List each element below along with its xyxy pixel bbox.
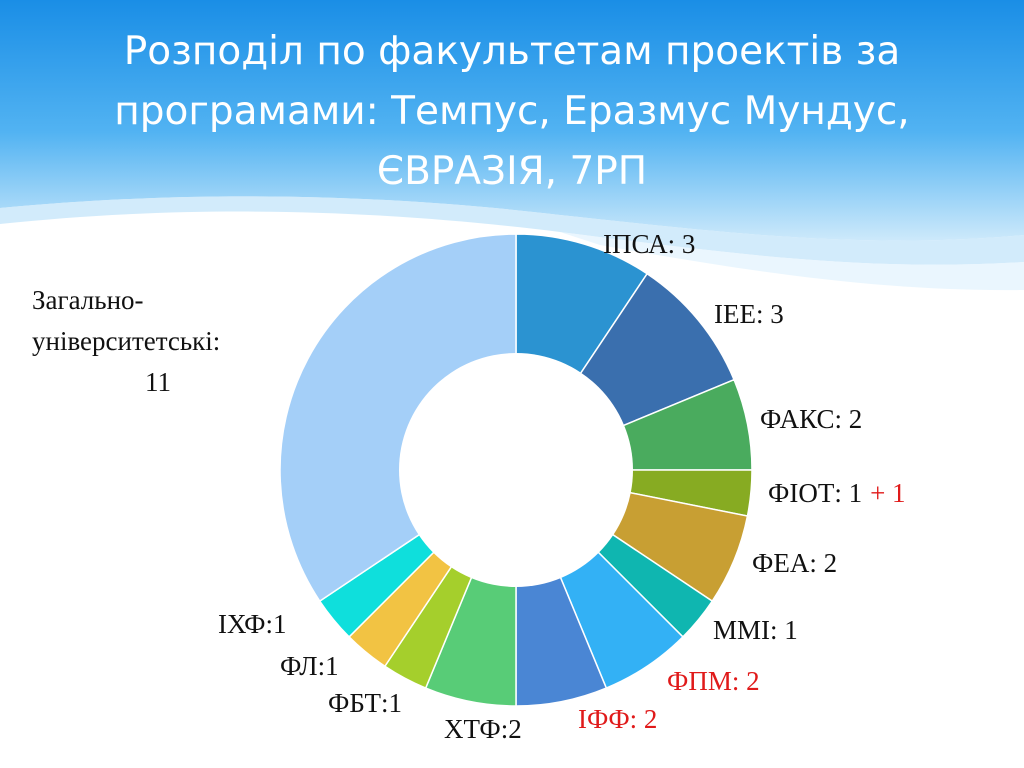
- slice-label-iee: ІЕЕ: 3: [714, 299, 784, 329]
- slice-label-general-value: 11: [145, 367, 171, 397]
- slice-label-ihf: ІХФ:1: [218, 609, 286, 639]
- slice-label-fbt: ФБТ:1: [328, 688, 402, 718]
- slice-label-fiot-extra: + 1: [870, 478, 905, 508]
- page-title: Розподіл по факультетам проектів за прог…: [114, 29, 910, 194]
- doughnut-hole: [399, 353, 633, 587]
- slice-label-mmi: ММІ: 1: [713, 615, 798, 645]
- slice-label-fiot: ФІОТ: 1 + 1: [768, 478, 906, 508]
- slice-label-htf: ХТФ:2: [444, 714, 522, 744]
- slice-label-faks: ФАКС: 2: [760, 404, 862, 434]
- title-banner: [0, 0, 1024, 291]
- slice-label-general-line1: Загально-: [32, 285, 144, 315]
- slice-label-general-line2: університетські:: [32, 326, 220, 356]
- slice-label-fea: ФЕА: 2: [752, 548, 837, 578]
- slice-label-iff: ІФФ: 2: [578, 704, 657, 734]
- slice-label-fpm: ФПМ: 2: [667, 666, 760, 696]
- slice-label-ipsa: ІПСА: 3: [603, 229, 695, 259]
- slice-label-fl: ФЛ:1: [280, 651, 339, 681]
